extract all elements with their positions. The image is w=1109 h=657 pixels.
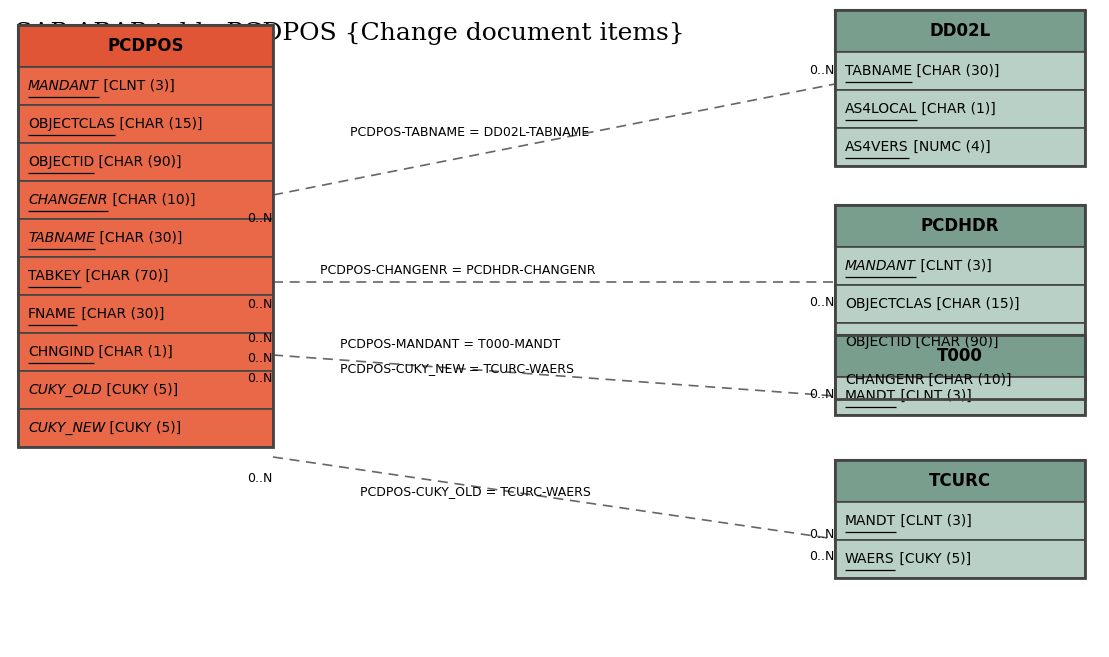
Text: TABNAME: TABNAME — [28, 231, 95, 245]
Text: MANDANT: MANDANT — [28, 79, 99, 93]
Text: [CLNT (3)]: [CLNT (3)] — [896, 389, 971, 403]
Text: 0..N: 0..N — [247, 373, 273, 386]
Text: OBJECTID: OBJECTID — [28, 155, 94, 169]
Text: [CUKY (5)]: [CUKY (5)] — [895, 552, 970, 566]
Text: [CHAR (30)]: [CHAR (30)] — [912, 64, 999, 78]
Bar — [835, 10, 1085, 166]
Text: DD02L: DD02L — [929, 22, 990, 40]
Bar — [835, 52, 1085, 90]
Bar — [835, 335, 1085, 415]
Bar — [835, 460, 1085, 502]
Text: AS4VERS: AS4VERS — [845, 140, 908, 154]
Text: [CHAR (10)]: [CHAR (10)] — [108, 193, 195, 207]
Text: SAP ABAP table PCDPOS {Change document items}: SAP ABAP table PCDPOS {Change document i… — [16, 22, 684, 45]
Text: OBJECTCLAS: OBJECTCLAS — [845, 297, 932, 311]
Text: [CUKY (5)]: [CUKY (5)] — [105, 421, 182, 435]
Text: [CHAR (90)]: [CHAR (90)] — [94, 155, 182, 169]
Text: [CHAR (10)]: [CHAR (10)] — [925, 373, 1013, 387]
Text: [NUMC (4)]: [NUMC (4)] — [908, 140, 990, 154]
Text: CUKY_NEW: CUKY_NEW — [28, 421, 105, 435]
Text: PCDPOS: PCDPOS — [108, 37, 184, 55]
Bar — [18, 25, 273, 447]
Bar — [835, 90, 1085, 128]
Text: TCURC: TCURC — [929, 472, 991, 490]
Text: CUKY_OLD: CUKY_OLD — [28, 383, 102, 397]
Text: PCDPOS-CUKY_NEW = TCURC-WAERS: PCDPOS-CUKY_NEW = TCURC-WAERS — [340, 363, 574, 376]
Bar — [18, 219, 273, 257]
Text: CHANGENR: CHANGENR — [28, 193, 108, 207]
Text: 0..N: 0..N — [810, 388, 835, 401]
Text: CHANGENR: CHANGENR — [845, 373, 925, 387]
Bar — [18, 25, 273, 67]
Text: TABKEY: TABKEY — [28, 269, 81, 283]
Text: [CHAR (1)]: [CHAR (1)] — [94, 345, 173, 359]
Text: 0..N: 0..N — [247, 332, 273, 346]
Bar — [835, 247, 1085, 285]
Bar — [835, 502, 1085, 540]
Text: PCDHDR: PCDHDR — [920, 217, 999, 235]
Text: 0..N: 0..N — [810, 528, 835, 541]
Bar — [835, 205, 1085, 247]
Bar — [18, 105, 273, 143]
Bar — [18, 333, 273, 371]
Bar — [18, 67, 273, 105]
Text: [CHAR (30)]: [CHAR (30)] — [77, 307, 164, 321]
Bar — [835, 285, 1085, 323]
Bar — [835, 128, 1085, 166]
Text: [CLNT (3)]: [CLNT (3)] — [916, 259, 991, 273]
Text: CHNGIND: CHNGIND — [28, 345, 94, 359]
Text: PCDPOS-TABNAME = DD02L-TABNAME: PCDPOS-TABNAME = DD02L-TABNAME — [350, 125, 589, 139]
Text: TABNAME: TABNAME — [845, 64, 912, 78]
Bar — [835, 323, 1085, 361]
Text: [CHAR (70)]: [CHAR (70)] — [81, 269, 167, 283]
Text: MANDT: MANDT — [845, 514, 896, 528]
Text: PCDPOS-CUKY_OLD = TCURC-WAERS: PCDPOS-CUKY_OLD = TCURC-WAERS — [360, 486, 591, 499]
Text: [CUKY (5)]: [CUKY (5)] — [102, 383, 177, 397]
Bar — [18, 143, 273, 181]
Text: 0..N: 0..N — [247, 298, 273, 311]
Text: 0..N: 0..N — [247, 472, 273, 486]
Text: [CHAR (1)]: [CHAR (1)] — [917, 102, 996, 116]
Text: 0..N: 0..N — [810, 64, 835, 76]
Bar — [835, 205, 1085, 399]
Text: AS4LOCAL: AS4LOCAL — [845, 102, 917, 116]
Text: 0..N: 0..N — [247, 212, 273, 225]
Bar — [18, 371, 273, 409]
Text: OBJECTCLAS: OBJECTCLAS — [28, 117, 115, 131]
Text: [CHAR (90)]: [CHAR (90)] — [912, 335, 999, 349]
Bar — [835, 460, 1085, 578]
Bar — [835, 377, 1085, 415]
Bar — [18, 257, 273, 295]
Text: MANDANT: MANDANT — [845, 259, 916, 273]
Text: 0..N: 0..N — [247, 353, 273, 365]
Text: OBJECTID: OBJECTID — [845, 335, 912, 349]
Text: 0..N: 0..N — [810, 551, 835, 564]
Bar — [835, 540, 1085, 578]
Text: PCDPOS-CHANGENR = PCDHDR-CHANGENR: PCDPOS-CHANGENR = PCDHDR-CHANGENR — [321, 263, 596, 277]
Text: MANDT: MANDT — [845, 389, 896, 403]
Bar — [18, 409, 273, 447]
Text: 0..N: 0..N — [810, 296, 835, 309]
Text: PCDPOS-MANDANT = T000-MANDT: PCDPOS-MANDANT = T000-MANDT — [340, 338, 560, 351]
Text: FNAME: FNAME — [28, 307, 77, 321]
Bar — [18, 181, 273, 219]
Bar — [835, 335, 1085, 377]
Text: [CHAR (15)]: [CHAR (15)] — [115, 117, 202, 131]
Text: [CLNT (3)]: [CLNT (3)] — [99, 79, 174, 93]
Bar — [18, 295, 273, 333]
Text: [CHAR (15)]: [CHAR (15)] — [932, 297, 1019, 311]
Text: T000: T000 — [937, 347, 983, 365]
Bar — [835, 361, 1085, 399]
Text: WAERS: WAERS — [845, 552, 895, 566]
Bar — [835, 10, 1085, 52]
Text: [CLNT (3)]: [CLNT (3)] — [896, 514, 971, 528]
Text: [CHAR (30)]: [CHAR (30)] — [95, 231, 182, 245]
